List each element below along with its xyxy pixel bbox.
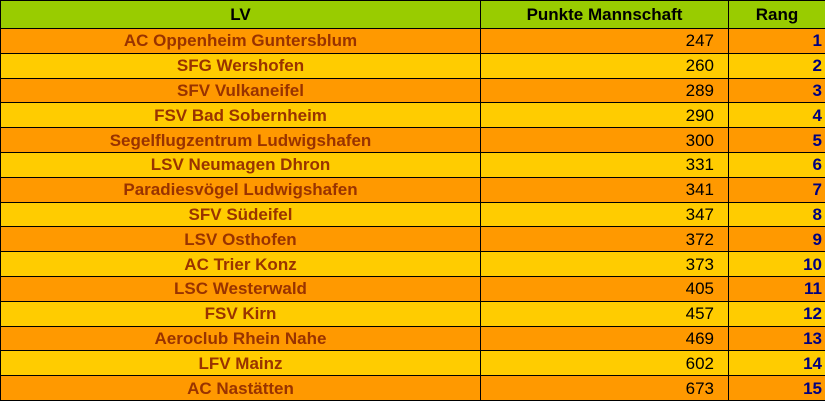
- club-name: SFG Wershofen: [1, 53, 481, 78]
- points: 673: [481, 376, 729, 401]
- rank: 6: [729, 152, 825, 177]
- club-name: LSC Westerwald: [1, 276, 481, 301]
- club-name: LFV Mainz: [1, 351, 481, 376]
- rank: 3: [729, 78, 825, 103]
- points: 457: [481, 301, 729, 326]
- points: 247: [481, 29, 729, 54]
- points: 602: [481, 351, 729, 376]
- club-name: AC Nastätten: [1, 376, 481, 401]
- column-header: Punkte Mannschaft: [481, 1, 729, 29]
- points: 373: [481, 252, 729, 277]
- points: 290: [481, 103, 729, 128]
- points: 341: [481, 177, 729, 202]
- rank: 15: [729, 376, 825, 401]
- rank: 5: [729, 128, 825, 153]
- rank: 13: [729, 326, 825, 351]
- points: 300: [481, 128, 729, 153]
- club-name: SFV Vulkaneifel: [1, 78, 481, 103]
- rank: 4: [729, 103, 825, 128]
- rank: 1: [729, 29, 825, 54]
- points: 289: [481, 78, 729, 103]
- club-name: FSV Bad Sobernheim: [1, 103, 481, 128]
- rank: 11: [729, 276, 825, 301]
- club-name: FSV Kirn: [1, 301, 481, 326]
- rank: 2: [729, 53, 825, 78]
- club-name: SFV Südeifel: [1, 202, 481, 227]
- club-name: LSV Osthofen: [1, 227, 481, 252]
- rank: 9: [729, 227, 825, 252]
- club-name: Segelflugzentrum Ludwigshafen: [1, 128, 481, 153]
- points: 405: [481, 276, 729, 301]
- points: 331: [481, 152, 729, 177]
- club-name: Aeroclub Rhein Nahe: [1, 326, 481, 351]
- points: 469: [481, 326, 729, 351]
- points: 372: [481, 227, 729, 252]
- rank: 10: [729, 252, 825, 277]
- header-row: LV Punkte Mannschaft Rang: [1, 1, 825, 29]
- club-name: LSV Neumagen Dhron: [1, 152, 481, 177]
- rank: 8: [729, 202, 825, 227]
- rank: 14: [729, 351, 825, 376]
- points: 347: [481, 202, 729, 227]
- column-header: LV: [1, 1, 481, 29]
- club-name: Paradiesvögel Ludwigshafen: [1, 177, 481, 202]
- club-name: AC Oppenheim Guntersblum: [1, 29, 481, 54]
- points: 260: [481, 53, 729, 78]
- rank: 7: [729, 177, 825, 202]
- column-header: Rang: [729, 1, 825, 29]
- club-name: AC Trier Konz: [1, 252, 481, 277]
- rank: 12: [729, 301, 825, 326]
